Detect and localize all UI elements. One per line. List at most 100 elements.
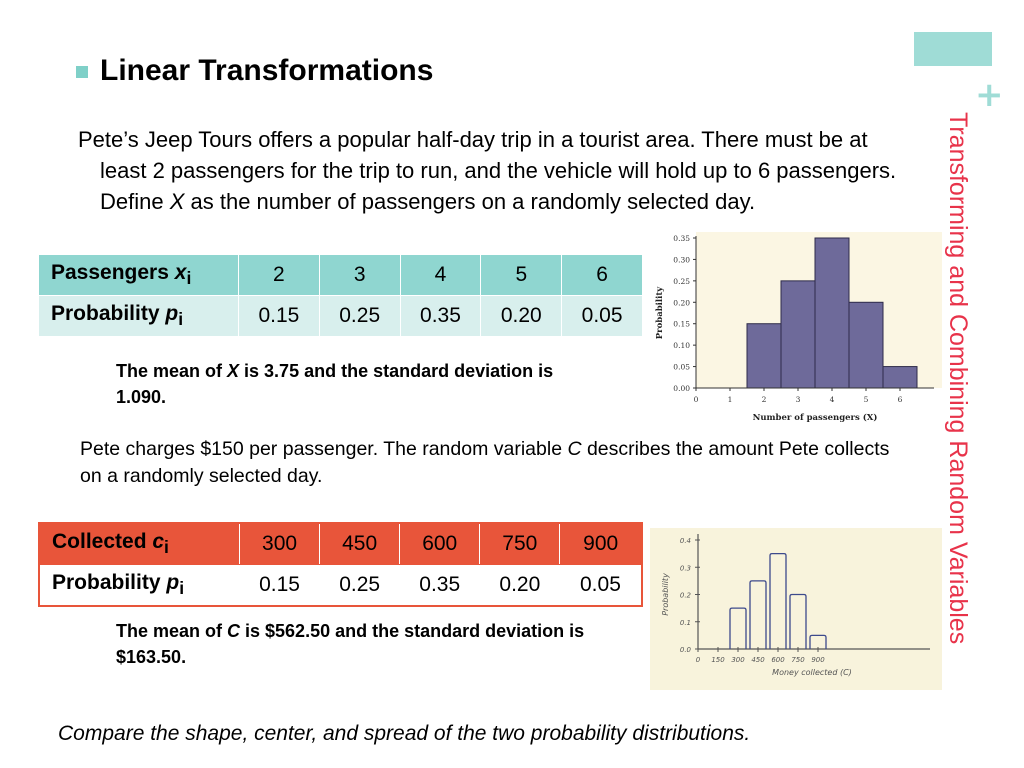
plus-icon: + <box>975 75 1004 115</box>
row-label: Passengers <box>51 260 175 284</box>
histogram-bar <box>729 607 747 649</box>
compare-question: Compare the shape, center, and spread of… <box>58 722 751 745</box>
charge-text-2: describes the amount Pete collects on a … <box>80 438 890 487</box>
table-cell: 6 <box>561 254 643 296</box>
row-sub: i <box>164 537 169 558</box>
histogram-bar <box>789 593 807 649</box>
table-cell: 2 <box>238 254 320 296</box>
row-var: x <box>174 260 187 284</box>
x-tick-label: 0 <box>694 395 699 404</box>
table-row: Collected ci 300 450 600 750 900 <box>38 522 643 565</box>
row-sub: i <box>178 309 184 330</box>
x-tick-label: 900 <box>811 656 825 664</box>
y-tick-label: 0.10 <box>673 341 690 350</box>
y-axis-label: Probability <box>661 573 670 616</box>
table-cell: 0.25 <box>319 564 400 606</box>
row-sub: i <box>179 578 185 599</box>
charge-paragraph: Pete charges $150 per passenger. The ran… <box>80 436 910 490</box>
table-row: Passengers xi 2 3 4 5 6 <box>38 254 643 296</box>
row-label: Collected <box>52 529 153 553</box>
passengers-histogram: 0.00 0.05 0.10 0.15 0.20 0.25 0.30 0.35 0 1 2 3 4 5 6 N… <box>655 232 942 423</box>
table-cell: 900 <box>559 522 643 565</box>
note-text: is 3.75 and the standard deviation is 1.… <box>116 361 554 407</box>
y-axis-label: Probability <box>655 286 665 340</box>
passengers-table: Passengers xi 2 3 4 5 6 Probability pi 0… <box>38 254 643 337</box>
x-tick-label: 300 <box>731 656 745 664</box>
row-var: p <box>166 570 180 594</box>
table-cell: 450 <box>319 522 401 565</box>
y-tick-label: 0.00 <box>673 384 690 393</box>
table-cell: 0.35 <box>399 564 480 606</box>
intro-text-2: as the number of passengers on a randoml… <box>184 189 756 214</box>
intro-var: X <box>169 189 185 214</box>
table-cell: 300 <box>238 522 321 565</box>
histogram-bar <box>809 634 827 649</box>
collected-table: Collected ci 300 450 600 750 900 Probabi… <box>38 522 643 607</box>
row-var: c <box>152 529 165 553</box>
table-cell: 0.20 <box>479 564 560 606</box>
y-tick-label: 0.3 <box>680 564 691 572</box>
x-tick-label: 1 <box>728 395 733 404</box>
x-tick-label: 150 <box>711 656 725 664</box>
histogram-bar <box>882 366 918 389</box>
x-tick-label: 4 <box>830 395 835 404</box>
row-var: p <box>165 301 179 325</box>
side-title: Transforming and Combining Random Variab… <box>940 112 980 718</box>
row-header-collected: Collected ci <box>38 522 240 565</box>
histogram-bar <box>746 323 782 389</box>
table-cell: 0.35 <box>399 295 482 337</box>
table-cell: 3 <box>318 254 401 296</box>
table-cell: 5 <box>480 254 563 296</box>
table-cell: 0.25 <box>318 295 401 337</box>
x-tick-label: 750 <box>791 656 805 664</box>
slide-heading: Linear Transformations <box>76 54 433 88</box>
y-tick-label: 0.30 <box>673 255 690 264</box>
table-cell: 750 <box>479 522 561 565</box>
histogram-bar <box>780 280 816 389</box>
table-cell: 0.05 <box>561 295 643 337</box>
row-label: Probability <box>52 570 167 594</box>
y-tick-label: 0.0 <box>680 646 692 654</box>
charge-text-1: Pete charges $150 per passenger. The ran… <box>80 438 568 460</box>
histogram-bar <box>749 580 767 649</box>
histogram-bar <box>769 552 787 649</box>
plot-background <box>650 528 942 690</box>
note-var: C <box>227 621 241 641</box>
mean-note-x: The mean of X is 3.75 and the standard d… <box>116 358 556 410</box>
square-bullet-icon <box>76 66 88 78</box>
y-tick-label: 0.05 <box>673 363 690 372</box>
accent-bar <box>914 32 992 66</box>
histogram-bar <box>814 237 850 389</box>
table-cell: 0.05 <box>559 564 642 606</box>
table-row: Probability pi 0.15 0.25 0.35 0.20 0.05 <box>39 564 642 606</box>
x-axis-label: Money collected (C) <box>772 668 852 677</box>
x-tick-label: 450 <box>751 656 765 664</box>
x-tick-label: 5 <box>864 395 869 404</box>
y-tick-label: 0.20 <box>673 298 690 307</box>
x-axis-label: Number of passengers (X) <box>753 412 878 423</box>
intro-text-1: Pete’s Jeep Tours offers a popular half-… <box>78 127 897 214</box>
row-sub: i <box>186 268 192 289</box>
money-collected-histogram: 0.0 0.1 0.2 0.3 0.4 0 150 300 450 600 750 900 Money … <box>650 528 942 690</box>
y-tick-label: 0.35 <box>673 234 690 243</box>
intro-paragraph: Pete’s Jeep Tours offers a popular half-… <box>78 124 915 217</box>
table-row: Probability pi 0.15 0.25 0.35 0.20 0.05 <box>38 295 643 337</box>
mean-note-c: The mean of C is $562.50 and the standar… <box>116 618 596 670</box>
x-tick-label: 2 <box>762 395 767 404</box>
y-tick-label: 0.1 <box>680 619 691 627</box>
row-header-passengers: Passengers xi <box>38 254 239 296</box>
y-tick-label: 0.15 <box>673 320 690 329</box>
histogram-bar <box>848 301 884 389</box>
heading-text: Linear Transformations <box>100 54 434 87</box>
table-cell: 0.15 <box>238 295 320 337</box>
table-cell: 0.15 <box>239 564 320 606</box>
row-header-probability: Probability pi <box>39 564 240 606</box>
row-label: Probability <box>51 301 166 325</box>
y-tick-label: 0.25 <box>673 277 690 286</box>
x-tick-label: 3 <box>796 395 801 404</box>
y-tick-label: 0.4 <box>680 537 691 545</box>
x-tick-label: 6 <box>898 395 903 404</box>
table-cell: 4 <box>399 254 482 296</box>
note-text: The mean of <box>116 361 228 381</box>
note-var: X <box>227 361 240 381</box>
